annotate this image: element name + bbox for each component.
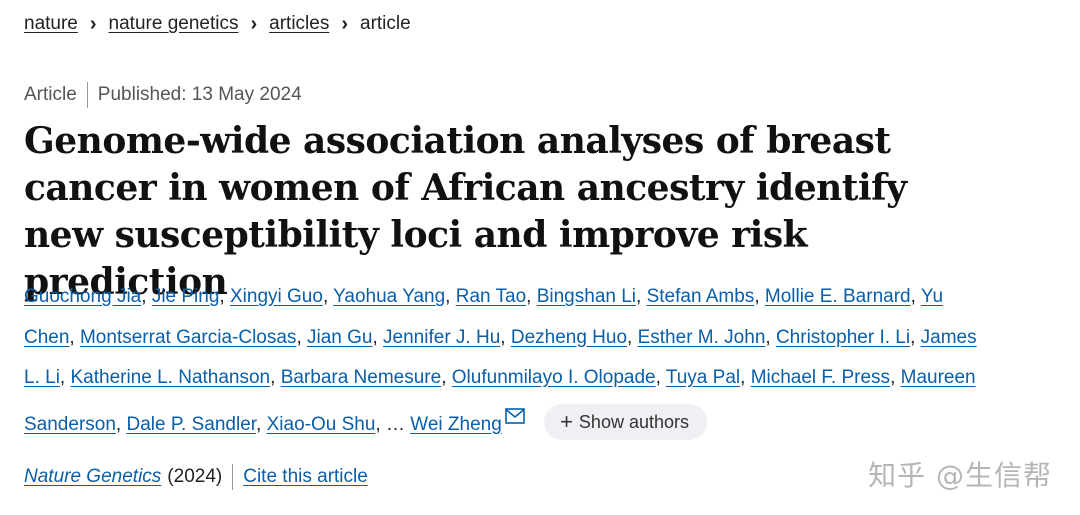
chevron-right-icon: › <box>341 13 348 35</box>
published-date: Published: 13 May 2024 <box>97 84 302 105</box>
citation: Nature Genetics (2024) Cite this article <box>24 463 368 491</box>
journal-link[interactable]: Nature Genetics <box>24 466 162 487</box>
author-ellipsis: … <box>385 413 405 435</box>
author-link[interactable]: Olufunmilayo I. Olopade <box>451 367 656 388</box>
author-link[interactable]: Tuya Pal <box>665 367 741 388</box>
chevron-right-icon: › <box>250 13 258 35</box>
meta-divider <box>86 82 88 108</box>
author-link[interactable]: Xingyi Guo <box>229 286 323 307</box>
author-link[interactable]: Ran Tao <box>455 286 527 307</box>
author-link[interactable]: Yaohua Yang <box>333 286 446 307</box>
cite-this-article-link[interactable]: Cite this article <box>243 466 368 487</box>
citation-divider <box>232 464 234 490</box>
show-authors-button[interactable]: + Show authors <box>544 403 707 440</box>
author-link[interactable]: Christopher I. Li <box>775 326 911 348</box>
author-link[interactable]: Montserrat Garcia-Closas <box>79 326 297 348</box>
watermark: 知乎 @生信帮 <box>868 459 1052 492</box>
author-link[interactable]: Michael F. Press <box>750 367 891 388</box>
author-link-last[interactable]: Wei Zheng <box>410 413 502 435</box>
citation-year: (2024) <box>167 466 223 487</box>
breadcrumb: nature › nature genetics › articles › ar… <box>24 10 411 38</box>
article-title: Genome-wide association analyses of brea… <box>24 120 907 303</box>
author-link[interactable]: Jennifer J. Hu <box>383 326 501 348</box>
author-link[interactable]: Barbara Nemesure <box>280 367 442 388</box>
author-link[interactable]: Dale P. Sandler <box>126 413 257 435</box>
author-link[interactable]: Stefan Ambs <box>646 286 755 307</box>
author-link[interactable]: Xiao-Ou Shu <box>266 413 376 435</box>
breadcrumb-link-articles[interactable]: articles <box>269 13 330 34</box>
author-link[interactable]: Maureen Sanderson <box>24 367 976 435</box>
breadcrumb-link-nature[interactable]: nature <box>24 13 78 34</box>
chevron-right-icon: › <box>89 13 97 35</box>
author-link[interactable]: Yu Chen <box>24 286 944 348</box>
author-link[interactable]: Dezheng Huo <box>510 326 628 348</box>
author-list: Guochong Jia, Jie Ping, Xingyi Guo, Yaoh… <box>24 277 984 445</box>
author-links: Guochong Jia, Jie Ping, Xingyi Guo, Yaoh… <box>24 286 977 435</box>
article-type: Article <box>24 84 77 105</box>
mail-icon[interactable] <box>504 399 525 440</box>
breadcrumb-link-nature-genetics[interactable]: nature genetics <box>108 13 239 34</box>
article-meta: Article Published: 13 May 2024 <box>24 81 302 109</box>
author-link[interactable]: Bingshan Li <box>536 286 637 307</box>
plus-icon: + <box>560 408 573 434</box>
author-link[interactable]: Guochong Jia <box>24 286 142 307</box>
show-authors-label: Show authors <box>578 411 689 432</box>
author-link[interactable]: Katherine L. Nathanson <box>70 367 271 388</box>
author-link[interactable]: Jian Gu <box>307 326 373 348</box>
author-link[interactable]: Mollie E. Barnard <box>764 286 911 307</box>
breadcrumb-current: article <box>360 13 411 34</box>
author-link[interactable]: Esther M. John <box>637 326 766 348</box>
author-link[interactable]: James L. Li <box>24 326 977 389</box>
author-link[interactable]: Jie Ping <box>151 286 220 307</box>
